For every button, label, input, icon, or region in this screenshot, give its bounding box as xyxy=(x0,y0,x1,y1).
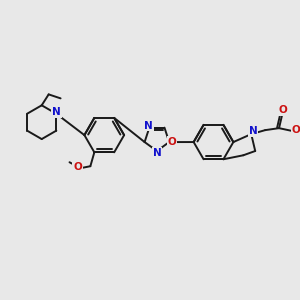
Text: O: O xyxy=(73,162,82,172)
Text: O: O xyxy=(168,137,176,147)
Text: O: O xyxy=(292,125,300,135)
Text: N: N xyxy=(249,126,258,136)
Text: N: N xyxy=(52,107,61,117)
Text: N: N xyxy=(144,121,153,131)
Text: O: O xyxy=(279,105,287,115)
Text: N: N xyxy=(152,148,161,158)
